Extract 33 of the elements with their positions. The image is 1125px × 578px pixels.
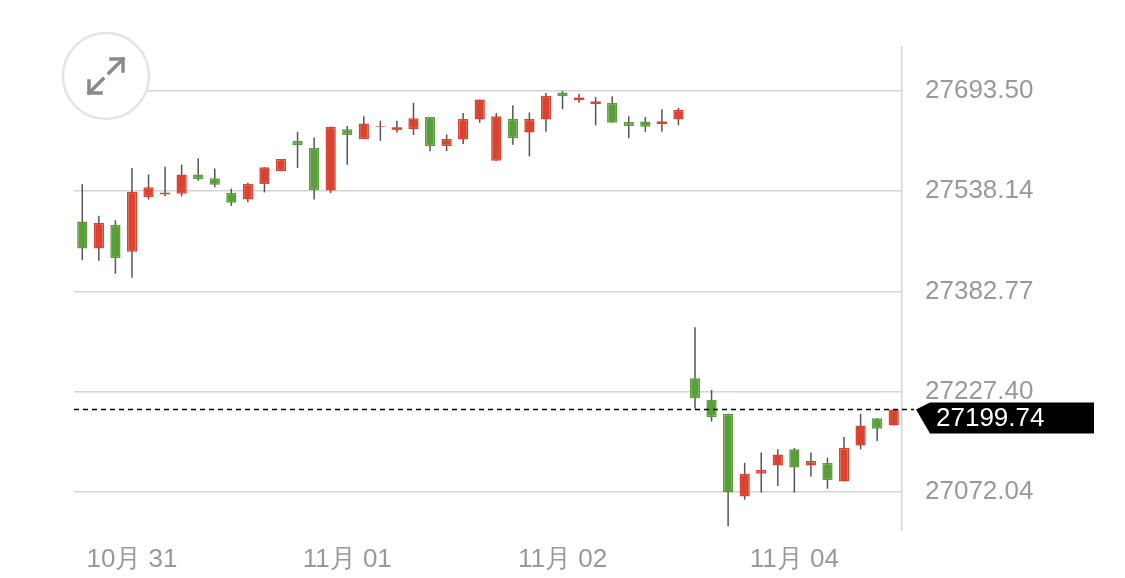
candlestick — [524, 111, 535, 158]
y-tick-label: 27538.14 — [925, 174, 1034, 205]
candlestick — [176, 163, 187, 198]
candlestick — [789, 447, 800, 494]
candlestick — [557, 90, 568, 110]
y-tick-label: 27072.04 — [925, 475, 1034, 506]
x-tick-label: 11月 02 — [517, 542, 608, 573]
candlestick — [408, 102, 419, 136]
candlestick — [342, 125, 353, 166]
y-tick-label: 27227.40 — [925, 374, 1034, 405]
candlestick — [822, 456, 833, 490]
candlestick — [689, 326, 701, 410]
candlestick — [739, 462, 750, 501]
candlestick — [242, 182, 254, 203]
candlestick — [458, 112, 469, 145]
candlestick — [756, 451, 767, 494]
x-tick-label: 11月 04 — [749, 542, 839, 573]
y-tick-label: 27382.77 — [925, 274, 1034, 305]
candlestick — [540, 92, 552, 133]
candlestick — [292, 131, 303, 169]
candlestick — [805, 451, 817, 478]
x-tick-label: 11月 01 — [302, 542, 392, 573]
candlestick — [358, 115, 369, 140]
candlestick — [259, 166, 270, 194]
x-tick-label: 10月 31 — [86, 542, 178, 573]
candlestick — [93, 214, 104, 262]
y-tick-label: 27693.50 — [925, 73, 1034, 104]
candlestick — [772, 448, 783, 487]
candlestick — [855, 413, 866, 451]
candlestick — [607, 95, 618, 124]
candlestick — [507, 104, 518, 146]
ref-line-label: 27199.74 — [936, 402, 1045, 433]
candlestick — [706, 389, 717, 423]
